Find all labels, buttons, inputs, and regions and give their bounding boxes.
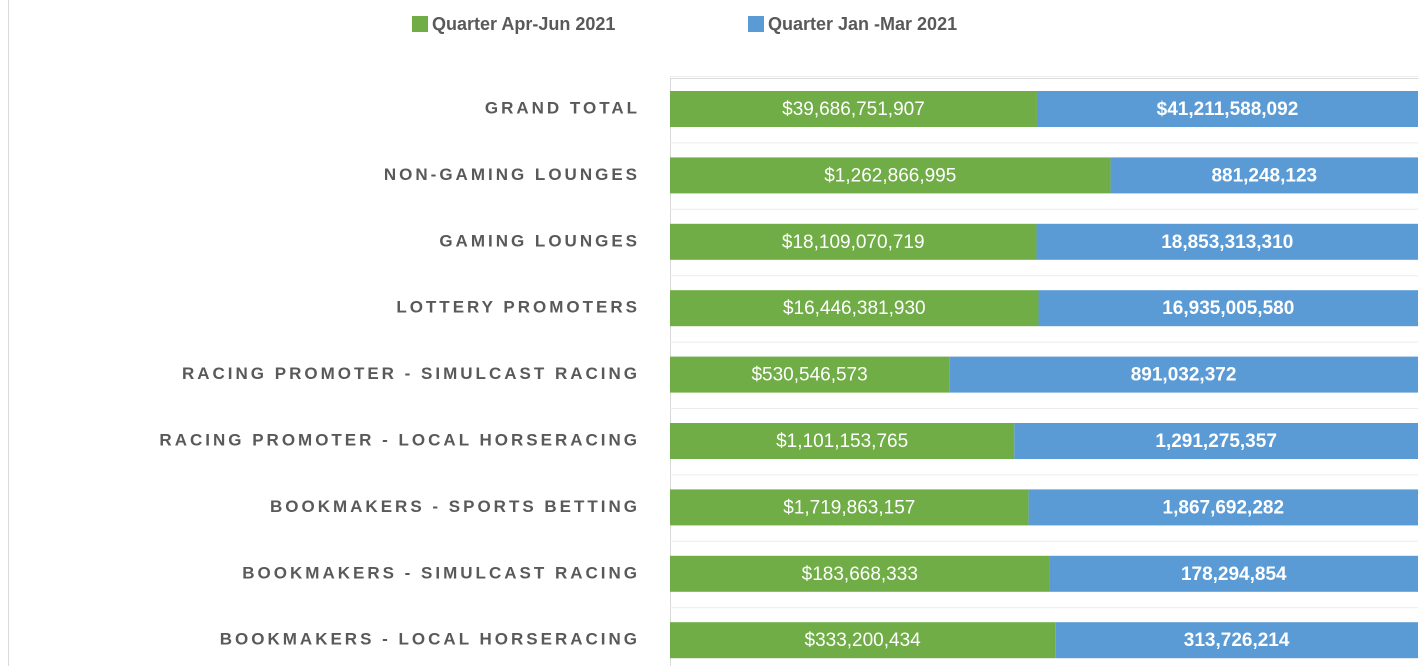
value-label: $1,719,863,157 [783, 497, 915, 518]
value-label: $183,668,333 [802, 564, 918, 585]
value-label: $1,101,153,765 [776, 431, 908, 452]
value-label: $530,546,573 [751, 365, 867, 386]
category-label: BOOKMAKERS - SIMULCAST RACING [242, 563, 640, 582]
category-label: NON-GAMING LOUNGES [384, 165, 640, 184]
bar-segment [670, 157, 1111, 194]
category-label: BOOKMAKERS - SPORTS BETTING [270, 497, 640, 516]
value-label: 313,726,214 [1184, 630, 1290, 651]
legend-label: Quarter Jan -Mar 2021 [768, 14, 957, 34]
bar-segment [1038, 290, 1418, 327]
value-label: $333,200,434 [805, 630, 922, 651]
category-label: RACING PROMOTER - SIMULCAST RACING [182, 364, 640, 383]
legend-swatch [748, 16, 764, 32]
value-label: 1,291,275,357 [1155, 431, 1277, 452]
legend-swatch [412, 16, 428, 32]
value-label: 881,248,123 [1211, 165, 1317, 186]
value-label: 178,294,854 [1181, 564, 1287, 585]
bar-segment [670, 423, 1015, 459]
bar-segment [1055, 622, 1418, 659]
value-label: $41,211,588,092 [1157, 99, 1299, 120]
legend-label: Quarter Apr-Jun 2021 [432, 14, 615, 34]
value-label: $18,109,070,719 [782, 232, 925, 253]
value-label: 16,935,005,580 [1162, 298, 1294, 319]
bar-segment [1014, 423, 1418, 459]
value-label: 891,032,372 [1131, 365, 1237, 386]
bar-segment [670, 356, 950, 393]
category-label: BOOKMAKERS - LOCAL HORSERACING [220, 630, 640, 649]
value-label: $39,686,751,907 [782, 99, 925, 120]
value-label: 18,853,313,310 [1161, 232, 1293, 253]
bar-segment [1049, 555, 1418, 592]
bar-segment [949, 356, 1418, 393]
category-label: GAMING LOUNGES [439, 231, 640, 250]
bar-segment [670, 223, 1037, 260]
category-label: GRAND TOTAL [485, 98, 640, 117]
bar-segment [1036, 91, 1418, 127]
bar-segment [670, 622, 1056, 659]
bar-segment [670, 555, 1050, 592]
category-label: RACING PROMOTER - LOCAL HORSERACING [159, 430, 640, 449]
bar-segment [670, 91, 1037, 127]
value-label: 1,867,692,282 [1163, 497, 1285, 518]
bar-segment [670, 290, 1039, 327]
bar-segment [1110, 157, 1418, 194]
bar-segment [1028, 489, 1418, 526]
value-label: $16,446,381,930 [783, 298, 926, 319]
bar-segment [1036, 223, 1418, 260]
category-label: LOTTERY PROMOTERS [396, 298, 640, 317]
value-label: $1,262,866,995 [824, 165, 956, 186]
bar-segment [670, 489, 1029, 526]
